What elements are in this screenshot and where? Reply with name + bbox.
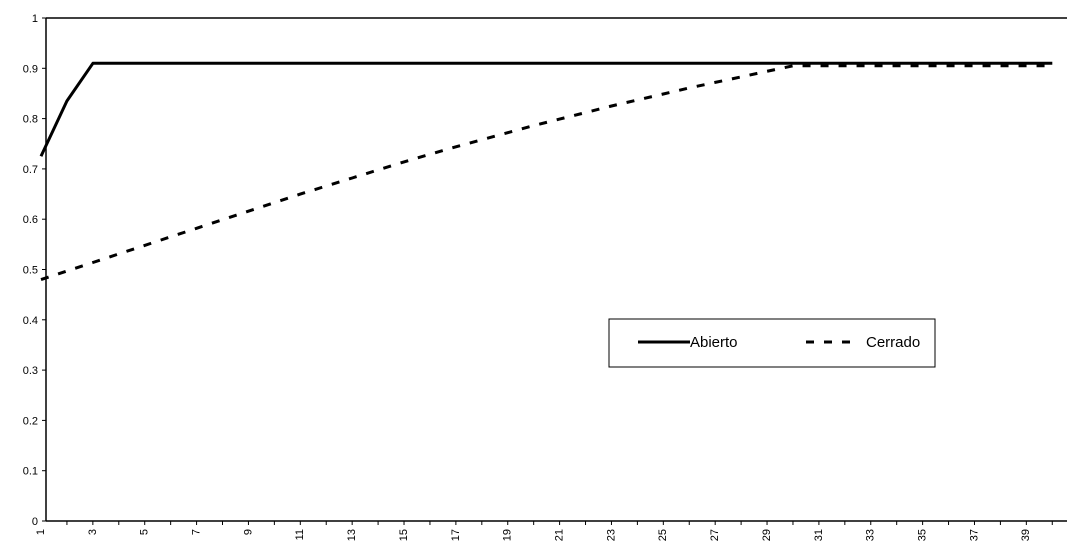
y-tick-label: 0	[32, 516, 38, 528]
x-tick-label: 11	[294, 529, 306, 540]
x-tick-label: 17	[450, 529, 462, 541]
x-tick-label: 33	[865, 529, 877, 541]
y-tick-label: 0.8	[23, 114, 38, 126]
x-tick-label: 19	[502, 529, 514, 541]
x-tick-label: 9	[242, 529, 254, 535]
x-tick-label: 23	[605, 529, 617, 541]
x-tick-label: 39	[1020, 529, 1032, 541]
x-tick-label: 3	[87, 529, 99, 535]
x-tick-label: 15	[398, 529, 410, 541]
legend: Abierto Cerrado	[609, 319, 935, 367]
series-line-abierto	[41, 63, 1052, 156]
y-tick-label: 0.6	[23, 214, 38, 226]
legend-label-abierto: Abierto	[690, 334, 738, 351]
series-line-cerrado	[41, 66, 1052, 280]
x-tick-label: 5	[139, 529, 151, 535]
y-tick-label: 0.7	[23, 164, 38, 176]
x-tick-label: 37	[968, 529, 980, 541]
x-tick-label: 35	[917, 529, 929, 541]
y-tick-label: 0.9	[23, 63, 38, 75]
x-tick-label: 31	[813, 529, 825, 541]
y-tick-label: 1	[32, 13, 38, 25]
x-tick-label: 25	[657, 529, 669, 541]
x-tick-label: 13	[346, 529, 358, 541]
series	[41, 63, 1052, 279]
legend-label-cerrado: Cerrado	[866, 334, 920, 351]
x-tick-label: 1	[35, 529, 47, 535]
x-tick-label: 27	[709, 529, 721, 541]
x-tick-label: 29	[761, 529, 773, 541]
x-tick-label: 21	[554, 529, 566, 541]
y-tick-label: 0.3	[23, 365, 38, 377]
y-tick-label: 0.4	[23, 315, 38, 327]
axes	[46, 18, 1067, 521]
y-tick-label: 0.1	[23, 466, 38, 478]
y-tick-label: 0.2	[23, 415, 38, 427]
ticks: 00.10.20.30.40.50.60.70.80.911 3 5 7 9 11 13 15…	[23, 13, 1053, 541]
x-tick-label: 7	[190, 529, 202, 535]
y-tick-label: 0.5	[23, 265, 38, 277]
